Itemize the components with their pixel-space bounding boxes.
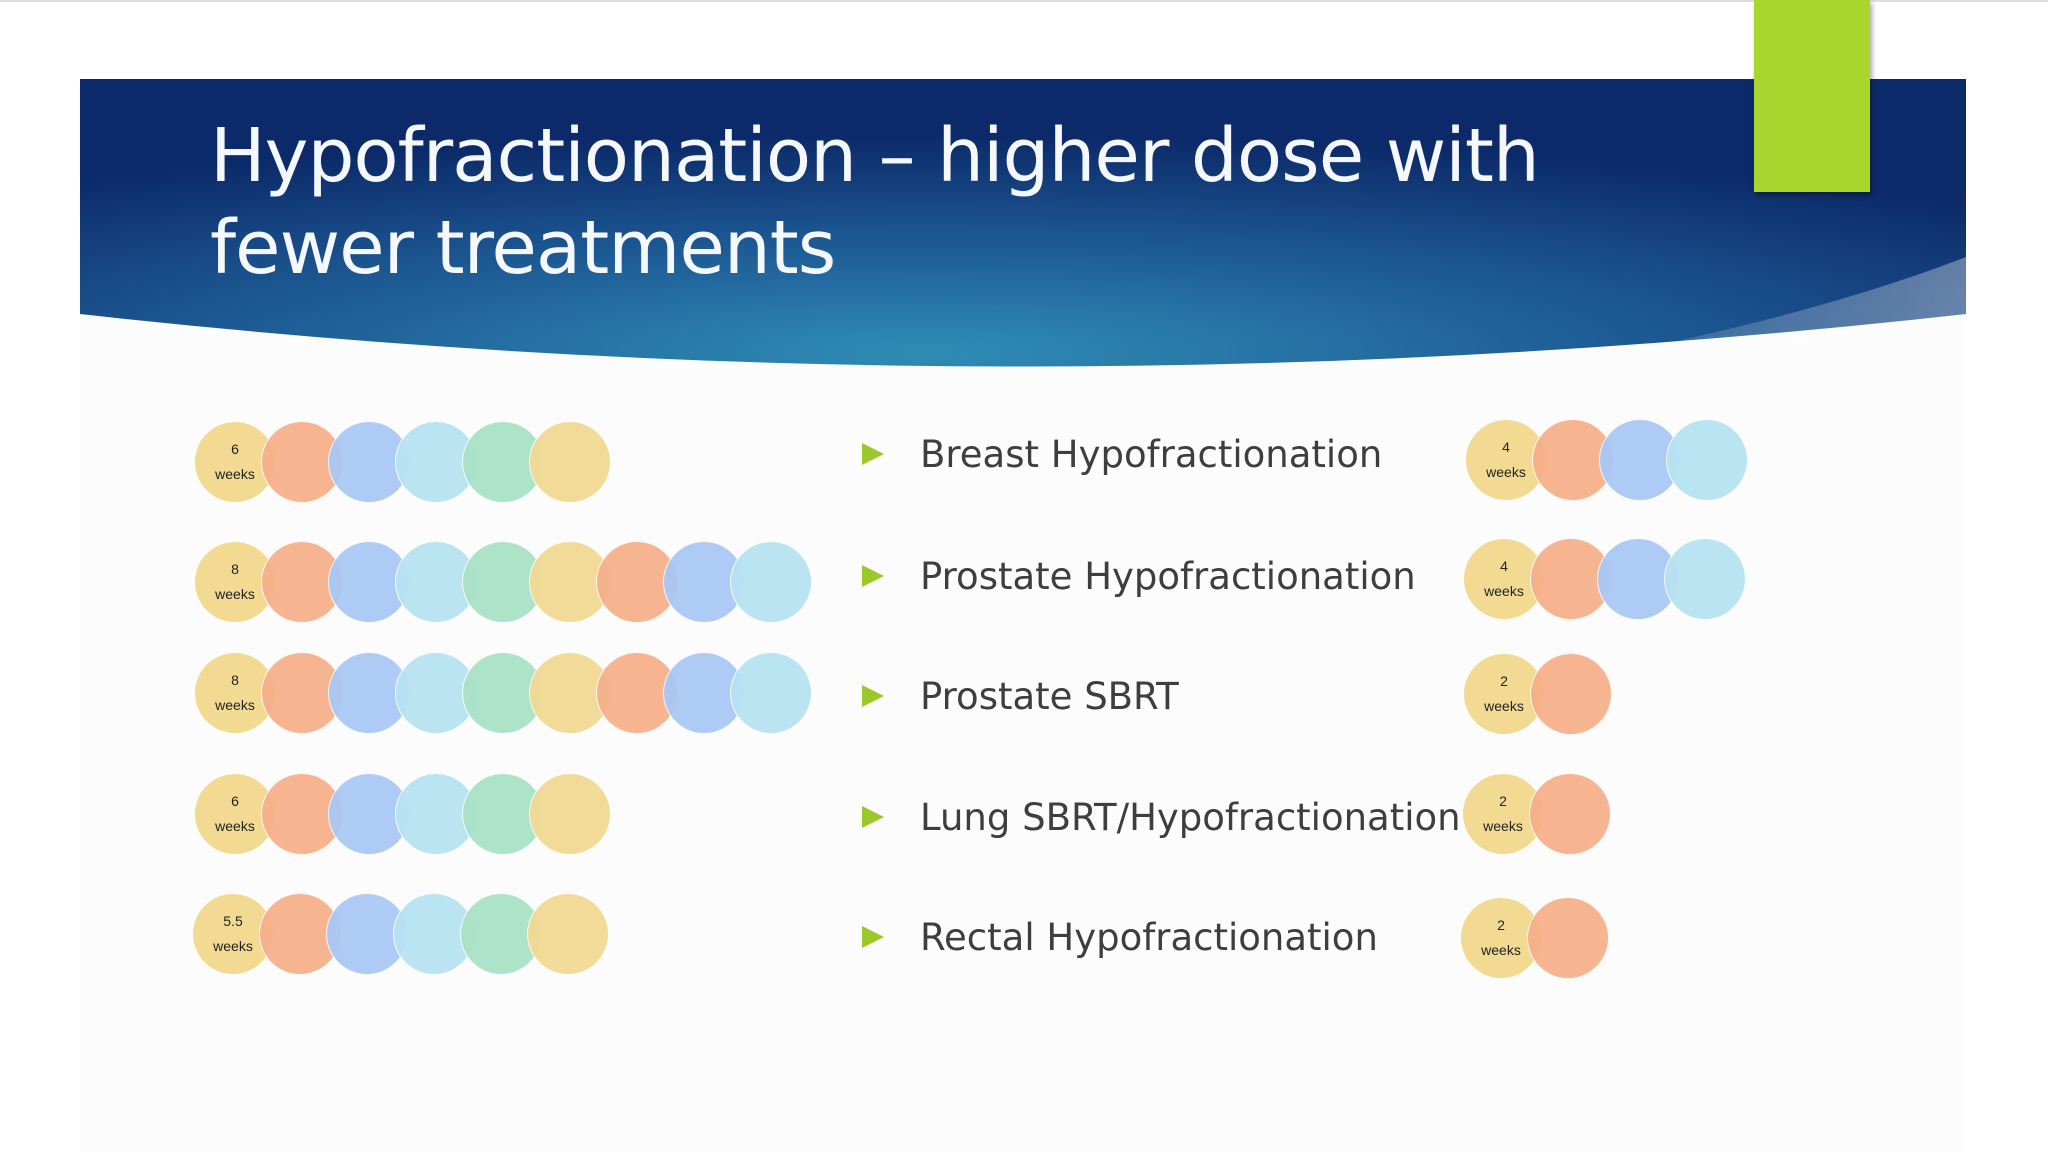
- weeks-unit: weeks: [213, 938, 253, 954]
- weeks-value: 8: [231, 561, 239, 577]
- slide-title-line-2: fewer treatments: [210, 205, 836, 291]
- session-circle: [529, 773, 611, 855]
- treatment-item-4: Lung SBRT/Hypofractionation: [862, 792, 1461, 842]
- bullet-arrow-icon: [862, 443, 884, 465]
- session-circle: [730, 541, 812, 623]
- green-accent-bar: [1754, 0, 1870, 192]
- weeks-value: 4: [1500, 558, 1508, 574]
- weeks-unit: weeks: [215, 697, 255, 713]
- weeks-value: 6: [231, 441, 239, 457]
- bullet-arrow-icon: [862, 926, 884, 948]
- hypofractionated-schedule-row-4: 2 weeks: [1462, 773, 1962, 855]
- weeks-value: 6: [231, 793, 239, 809]
- weeks-unit: weeks: [1481, 942, 1521, 958]
- treatment-label: Prostate SBRT: [920, 674, 1179, 718]
- session-circle: [1529, 773, 1611, 855]
- conventional-schedule-row-2: 8 weeks: [194, 541, 812, 623]
- treatment-label: Lung SBRT/Hypofractionation: [920, 795, 1461, 839]
- session-circle: [529, 421, 611, 503]
- weeks-unit: weeks: [1486, 464, 1526, 480]
- title-banner: [80, 79, 1966, 379]
- weeks-value: 2: [1497, 917, 1505, 933]
- slide-title-line-1: Hypofractionation – higher dose with: [210, 113, 1540, 199]
- treatment-label: Prostate Hypofractionation: [920, 554, 1416, 598]
- hypofractionated-schedule-row-1: 4 weeks: [1465, 419, 1965, 501]
- session-circle: [1527, 897, 1609, 979]
- session-circle: [328, 773, 410, 855]
- weeks-value: 8: [231, 672, 239, 688]
- session-circle: [730, 652, 812, 734]
- weeks-unit: weeks: [215, 818, 255, 834]
- conventional-schedule-row-1: 6 weeks: [194, 421, 694, 503]
- session-circle: [1530, 653, 1612, 735]
- treatment-item-3: Prostate SBRT: [862, 671, 1179, 721]
- hypofractionated-schedule-row-3: 2 weeks: [1463, 653, 1963, 735]
- weeks-unit: weeks: [215, 586, 255, 602]
- top-border-line: [0, 0, 2048, 2]
- weeks-unit: weeks: [1483, 818, 1523, 834]
- conventional-schedule-row-5: 5.5 weeks: [192, 893, 692, 975]
- weeks-unit: weeks: [215, 466, 255, 482]
- bullet-arrow-icon: [862, 806, 884, 828]
- treatment-item-2: Prostate Hypofractionation: [862, 551, 1416, 601]
- conventional-schedule-row-3: 8 weeks: [194, 652, 812, 734]
- treatment-item-1: Breast Hypofractionation: [862, 429, 1382, 479]
- treatment-item-5: Rectal Hypofractionation: [862, 912, 1378, 962]
- weeks-unit: weeks: [1484, 583, 1524, 599]
- weeks-value: 2: [1499, 793, 1507, 809]
- session-circle: [527, 893, 609, 975]
- slide-title: Hypofractionation – higher dose with few…: [210, 110, 1610, 294]
- treatment-label: Rectal Hypofractionation: [920, 915, 1378, 959]
- weeks-value: 5.5: [223, 913, 243, 929]
- weeks-value: 4: [1502, 439, 1510, 455]
- session-circle: [1666, 419, 1748, 501]
- conventional-schedule-row-4: 6 weeks: [194, 773, 694, 855]
- bullet-arrow-icon: [862, 685, 884, 707]
- bullet-arrow-icon: [862, 565, 884, 587]
- session-circle: [596, 652, 678, 734]
- hypofractionated-schedule-row-5: 2 weeks: [1460, 897, 1960, 979]
- hypofractionated-schedule-row-2: 4 weeks: [1463, 538, 1963, 620]
- weeks-unit: weeks: [1484, 698, 1524, 714]
- weeks-value: 2: [1500, 673, 1508, 689]
- session-circle: [1664, 538, 1746, 620]
- treatment-label: Breast Hypofractionation: [920, 432, 1383, 476]
